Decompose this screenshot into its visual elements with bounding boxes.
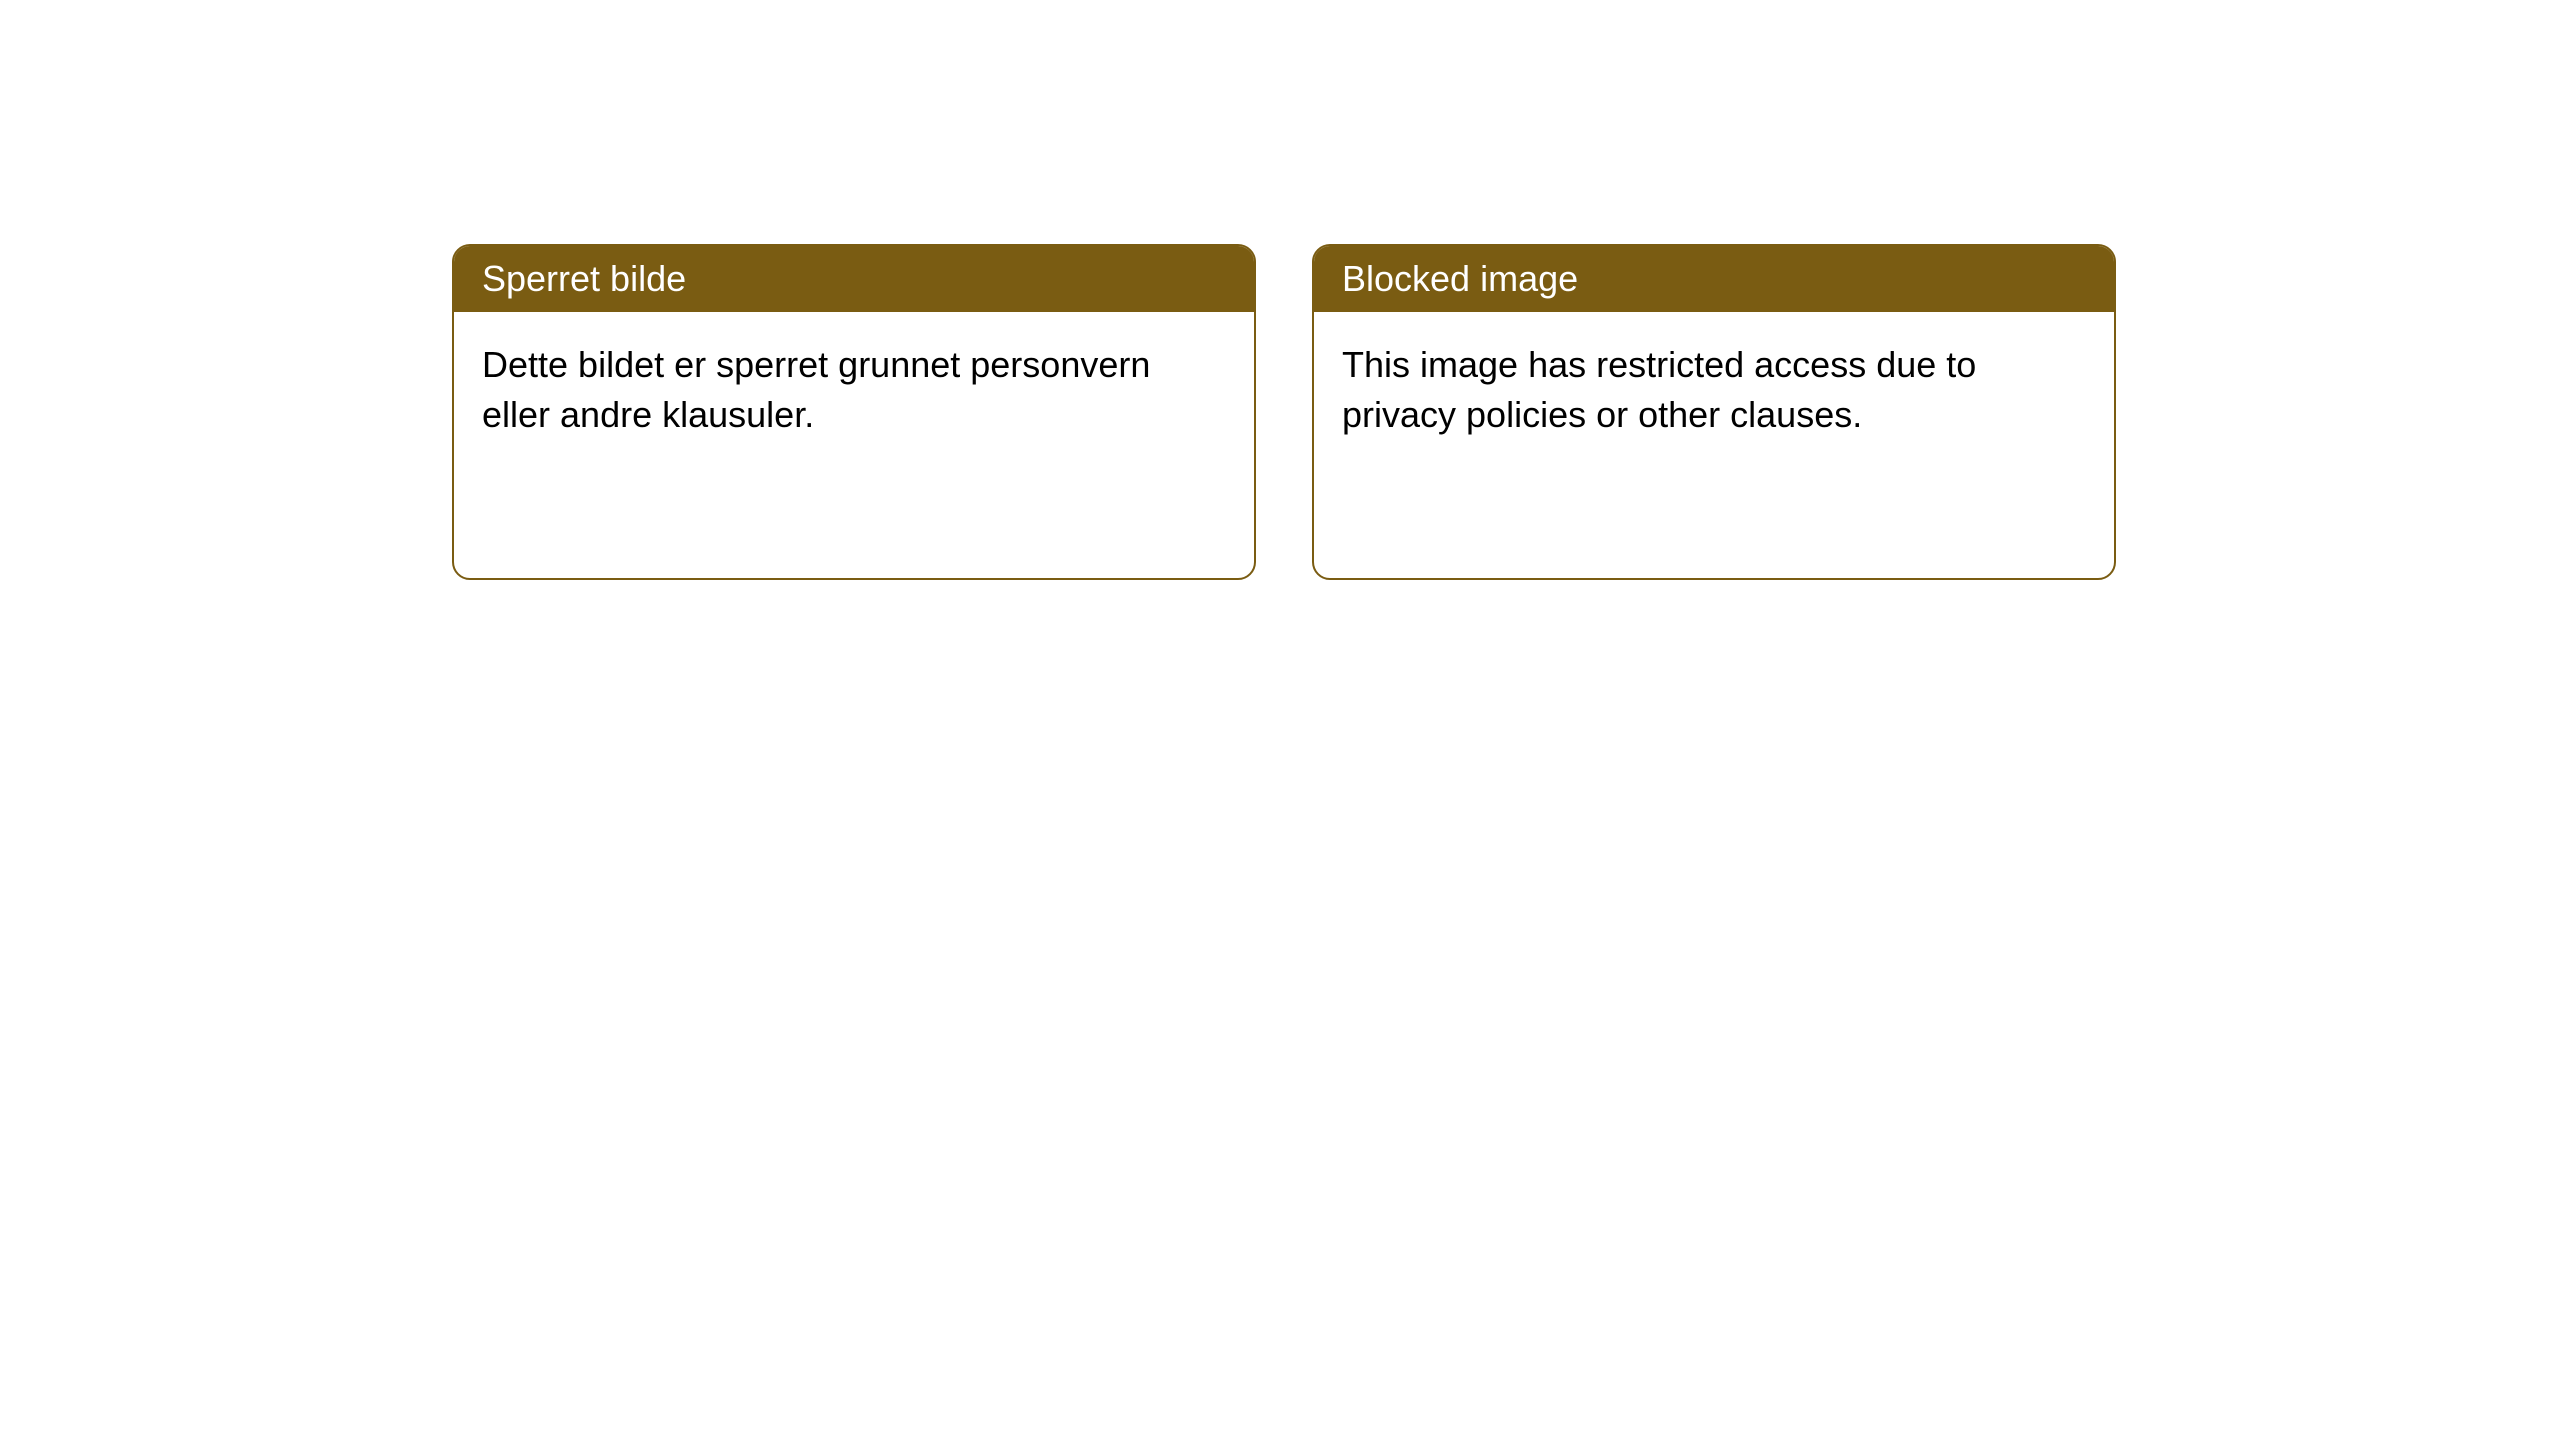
card-body: This image has restricted access due to … bbox=[1314, 312, 2114, 469]
card-body: Dette bildet er sperret grunnet personve… bbox=[454, 312, 1254, 469]
card-message: Dette bildet er sperret grunnet personve… bbox=[482, 344, 1150, 435]
card-title: Sperret bilde bbox=[482, 258, 686, 299]
blocked-image-card-en: Blocked image This image has restricted … bbox=[1312, 244, 2116, 580]
cards-container: Sperret bilde Dette bildet er sperret gr… bbox=[0, 0, 2560, 580]
card-header: Blocked image bbox=[1314, 246, 2114, 312]
blocked-image-card-no: Sperret bilde Dette bildet er sperret gr… bbox=[452, 244, 1256, 580]
card-header: Sperret bilde bbox=[454, 246, 1254, 312]
card-message: This image has restricted access due to … bbox=[1342, 344, 1976, 435]
card-title: Blocked image bbox=[1342, 258, 1578, 299]
